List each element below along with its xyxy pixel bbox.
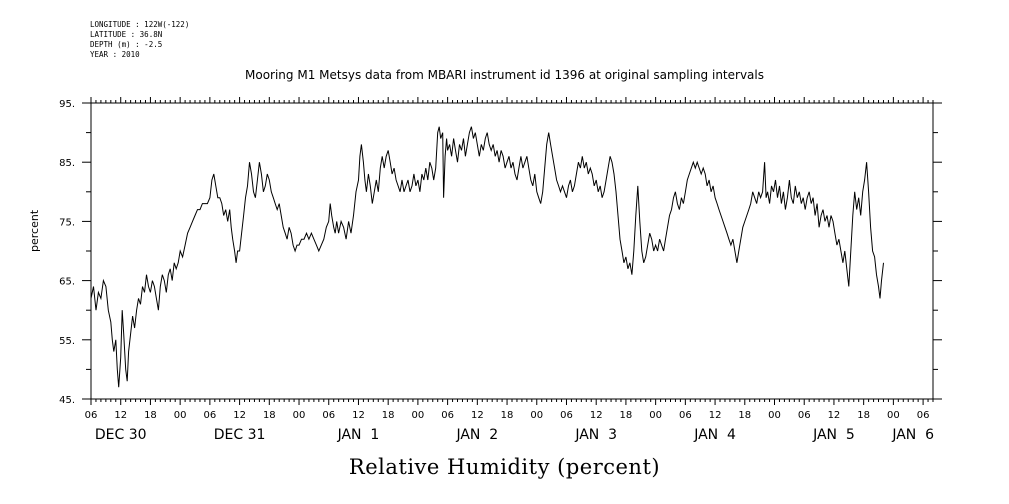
x-hour-label: 12	[114, 410, 127, 421]
day-labels: DEC 30 DEC 31 JAN 1 JAN 2 JAN 3 JAN 4 JAN 5 JAN…	[95, 427, 934, 443]
x-day-label: DEC 31	[214, 427, 266, 443]
latitude-text: LATITUDE : 36.8N	[90, 30, 163, 39]
x-hour-label: 18	[857, 410, 870, 421]
x-hour-label: 06	[322, 410, 335, 421]
x-day-label: JAN 5	[812, 427, 855, 443]
x-day-label: JAN 1	[337, 427, 380, 443]
x-hour-label: 06	[85, 410, 98, 421]
x-day-label: DEC 30	[95, 427, 147, 443]
plot-frame	[90, 102, 934, 400]
x-hour-label: 12	[471, 410, 484, 421]
x-hour-label: 12	[233, 410, 246, 421]
x-hour-label: 12	[352, 410, 365, 421]
x-hour-label: 18	[501, 410, 514, 421]
x-day-label: JAN 6	[891, 427, 934, 443]
y-tick-label: 95.	[59, 99, 75, 110]
metadata-block: LONGITUDE : 122W(-122) LATITUDE : 36.8N …	[90, 20, 189, 60]
x-hour-label: 00	[412, 410, 425, 421]
x-hour-label: 18	[144, 410, 157, 421]
x-hour-label: 06	[917, 410, 930, 421]
x-hour-label: 12	[590, 410, 603, 421]
depth-text: DEPTH (m) : -2.5	[90, 40, 163, 49]
year-text: YEAR : 2010	[90, 50, 140, 59]
x-hour-label: 00	[174, 410, 187, 421]
x-hour-label: 18	[738, 410, 751, 421]
series-line-humidity	[90, 126, 884, 388]
x-hour-label: 00	[768, 410, 781, 421]
x-day-label: JAN 2	[455, 427, 498, 443]
x-day-label: JAN 4	[693, 427, 736, 443]
y-tick-label: 45.	[59, 395, 75, 406]
x-day-label: JAN 3	[574, 427, 617, 443]
y-tick-label: 65.	[59, 277, 75, 288]
x-hour-label: 18	[620, 410, 633, 421]
x-hour-label: 00	[649, 410, 662, 421]
x-hour-label: 00	[530, 410, 543, 421]
y-tick-labels: 45. 55. 65. 75. 85. 95.	[59, 99, 75, 406]
x-hour-label: 06	[560, 410, 573, 421]
x-hour-label: 00	[887, 410, 900, 421]
x-hour-label: 06	[441, 410, 454, 421]
x-hour-label: 06	[679, 410, 692, 421]
x-hour-label: 00	[293, 410, 306, 421]
tick-marks	[82, 97, 942, 405]
y-tick-label: 75.	[59, 217, 75, 228]
chart-title: Mooring M1 Metsys data from MBARI instru…	[245, 68, 764, 82]
x-hour-label: 18	[382, 410, 395, 421]
x-hour-label: 12	[828, 410, 841, 421]
x-tick-labels: 06 12 18 00 06 12 18 00 06 12 18 00 06 12 18 00 06 12 18 00…	[85, 410, 930, 421]
x-hour-label: 18	[263, 410, 276, 421]
x-hour-label: 06	[798, 410, 811, 421]
x-axis-label: Relative Humidity (percent)	[348, 455, 661, 479]
longitude-text: LONGITUDE : 122W(-122)	[90, 20, 190, 29]
y-tick-label: 85.	[59, 158, 75, 169]
x-hour-label: 06	[204, 410, 217, 421]
y-tick-label: 55.	[59, 336, 75, 347]
x-hour-label: 12	[709, 410, 722, 421]
